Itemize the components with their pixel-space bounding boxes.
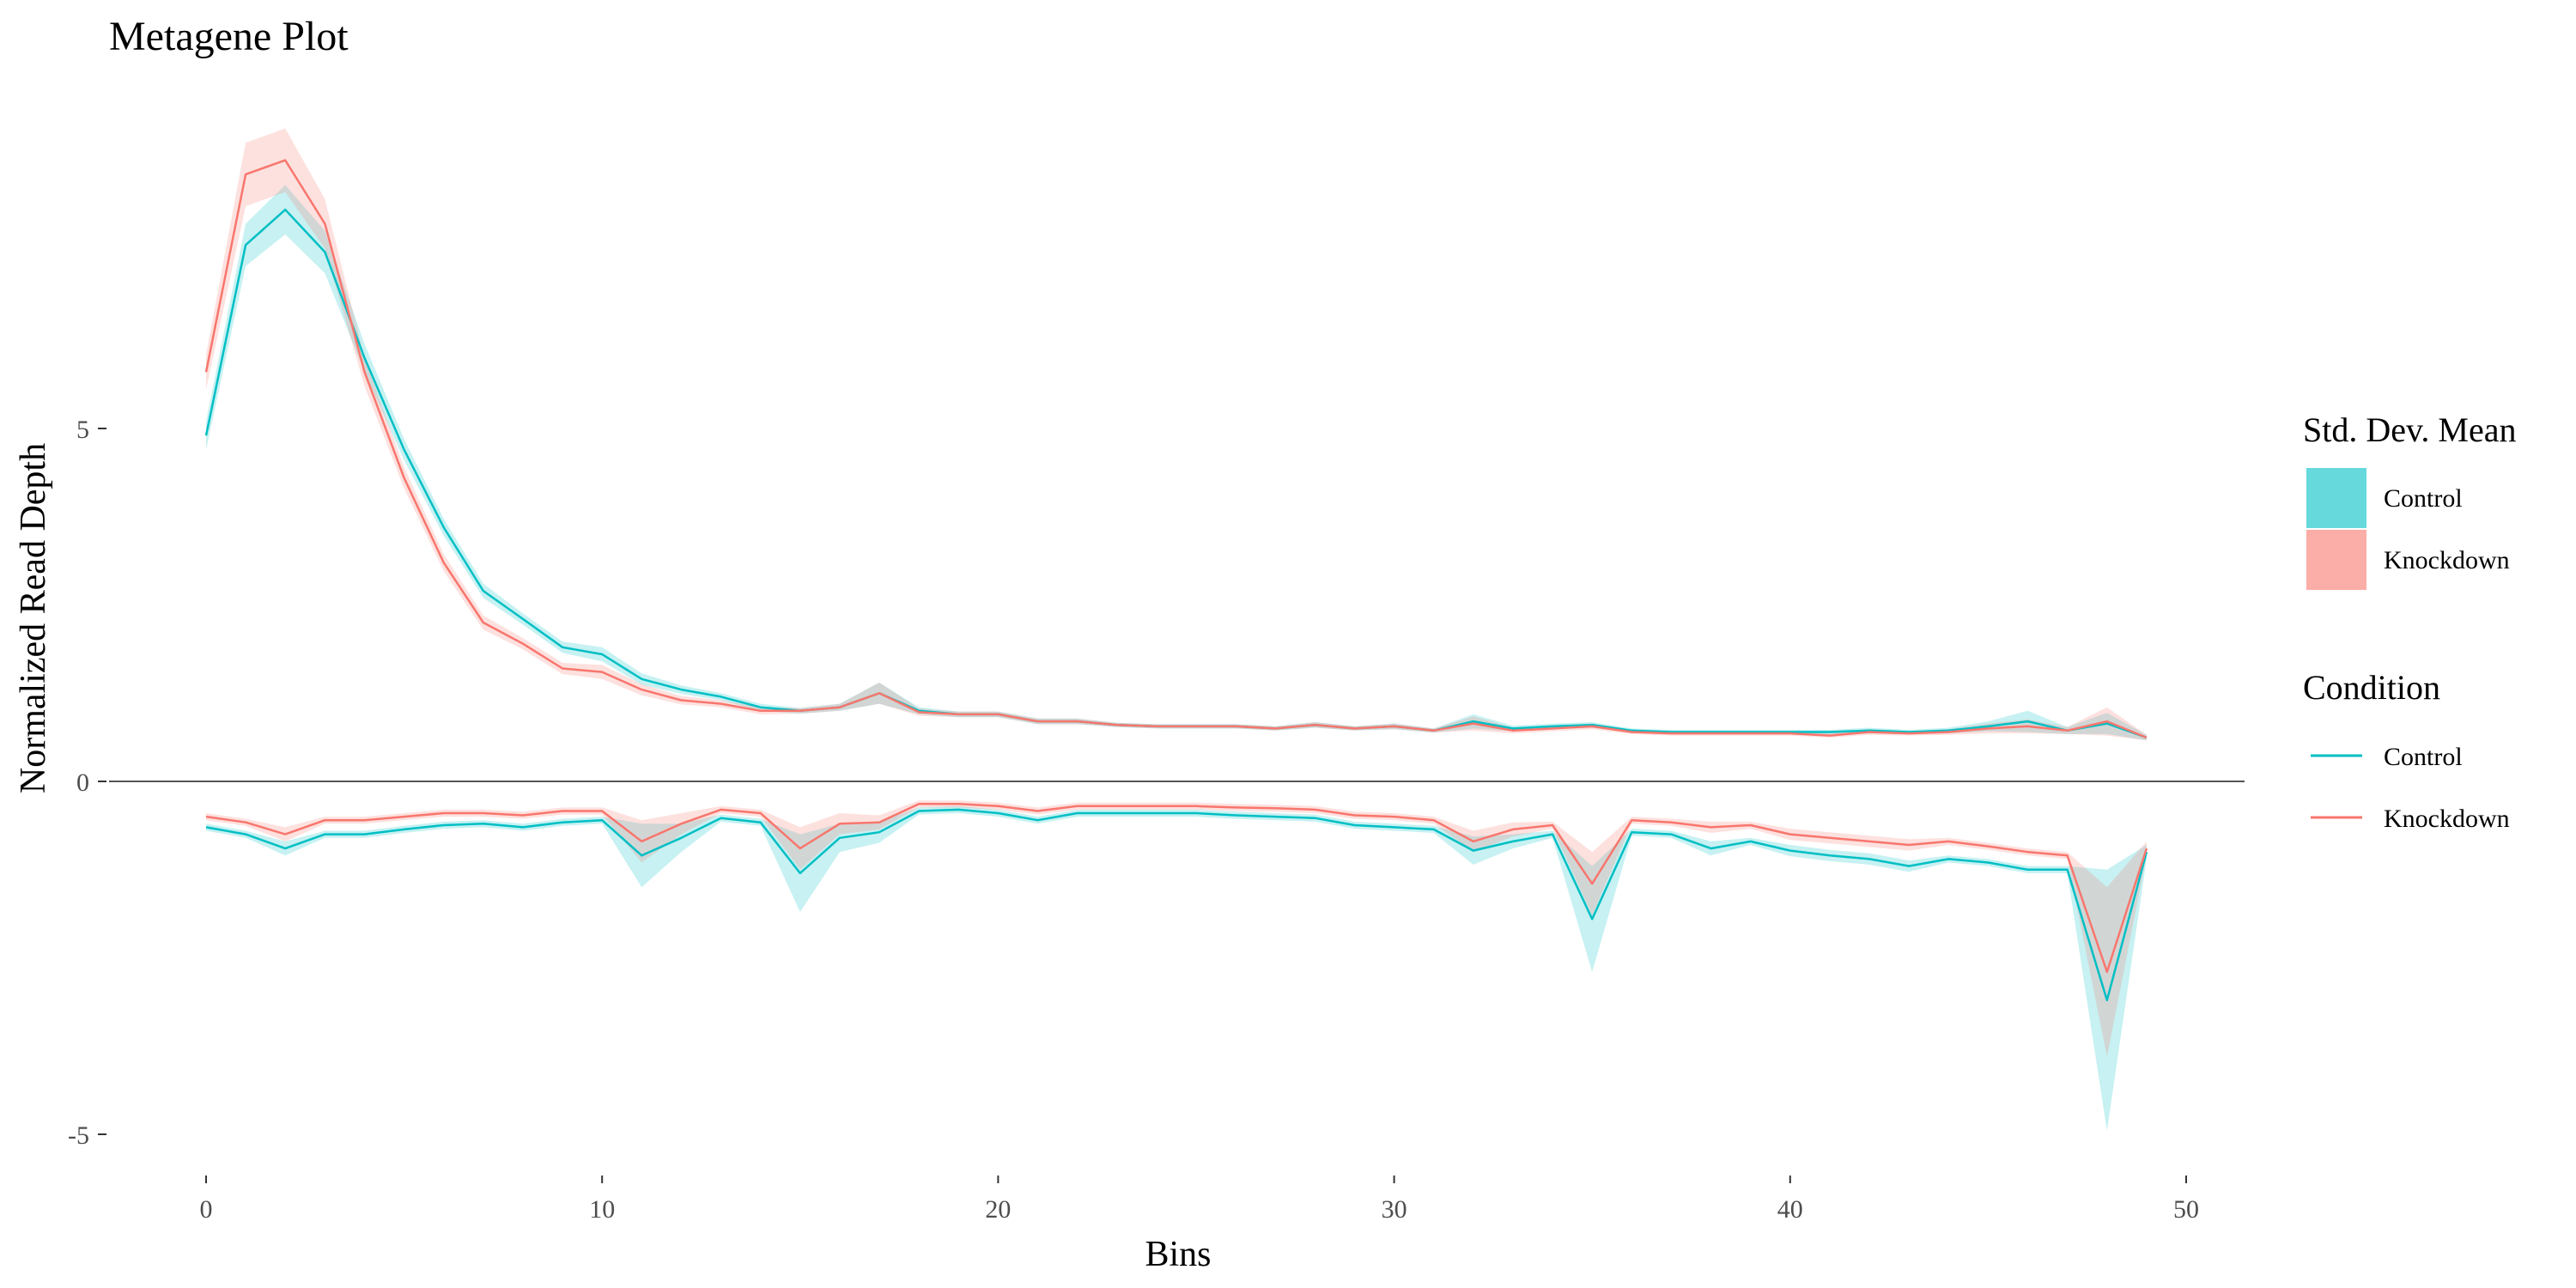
ribbon-control-minus: [206, 805, 2147, 1131]
series-lines: [204, 159, 2148, 1002]
ribbon-knockdown-plus: [206, 128, 2147, 741]
legend-line-label-knockdown: Knockdown: [2384, 805, 2510, 833]
legend: Std. Dev. Mean Control Knockdown Conditi…: [2303, 410, 2516, 833]
y-axis-title: Normalized Read Depth: [14, 443, 53, 793]
legend-ribbon-swatch-knockdown: [2306, 530, 2366, 590]
legend-ribbon-label-control: Control: [2384, 484, 2463, 513]
legend-ribbon-swatch-control: [2306, 468, 2366, 528]
x-tick-label: 30: [1382, 1195, 1407, 1224]
y-tick-label: -5: [68, 1121, 89, 1150]
legend-line-label-control: Control: [2384, 743, 2463, 771]
x-tick-label: 20: [985, 1195, 1011, 1224]
chart-title: Metagene Plot: [109, 14, 349, 59]
x-tick-label: 10: [589, 1195, 615, 1224]
legend-line-title: Condition: [2303, 668, 2440, 707]
x-axis-title: Bins: [1145, 1235, 1211, 1274]
series-line-knockdown-plus: [204, 159, 2148, 739]
legend-ribbon-title: Std. Dev. Mean: [2303, 410, 2516, 449]
series-line-knockdown-minus: [205, 803, 2148, 974]
series-line-control-plus: [204, 208, 2148, 739]
x-axis: 0 10 20 30 40 50: [200, 1176, 2199, 1224]
x-tick-label: 40: [1777, 1195, 1803, 1224]
legend-ribbon-label-knockdown: Knockdown: [2384, 546, 2510, 574]
series-line-control-minus: [205, 808, 2148, 1002]
x-tick-label: 50: [2173, 1195, 2199, 1224]
ribbon-knockdown-minus: [206, 800, 2147, 1057]
x-tick-label: 0: [200, 1195, 213, 1224]
y-tick-label: 5: [76, 416, 89, 444]
y-axis: -5 0 5: [68, 416, 106, 1150]
ribbon-control-plus: [206, 185, 2147, 741]
y-tick-label: 0: [76, 769, 89, 797]
